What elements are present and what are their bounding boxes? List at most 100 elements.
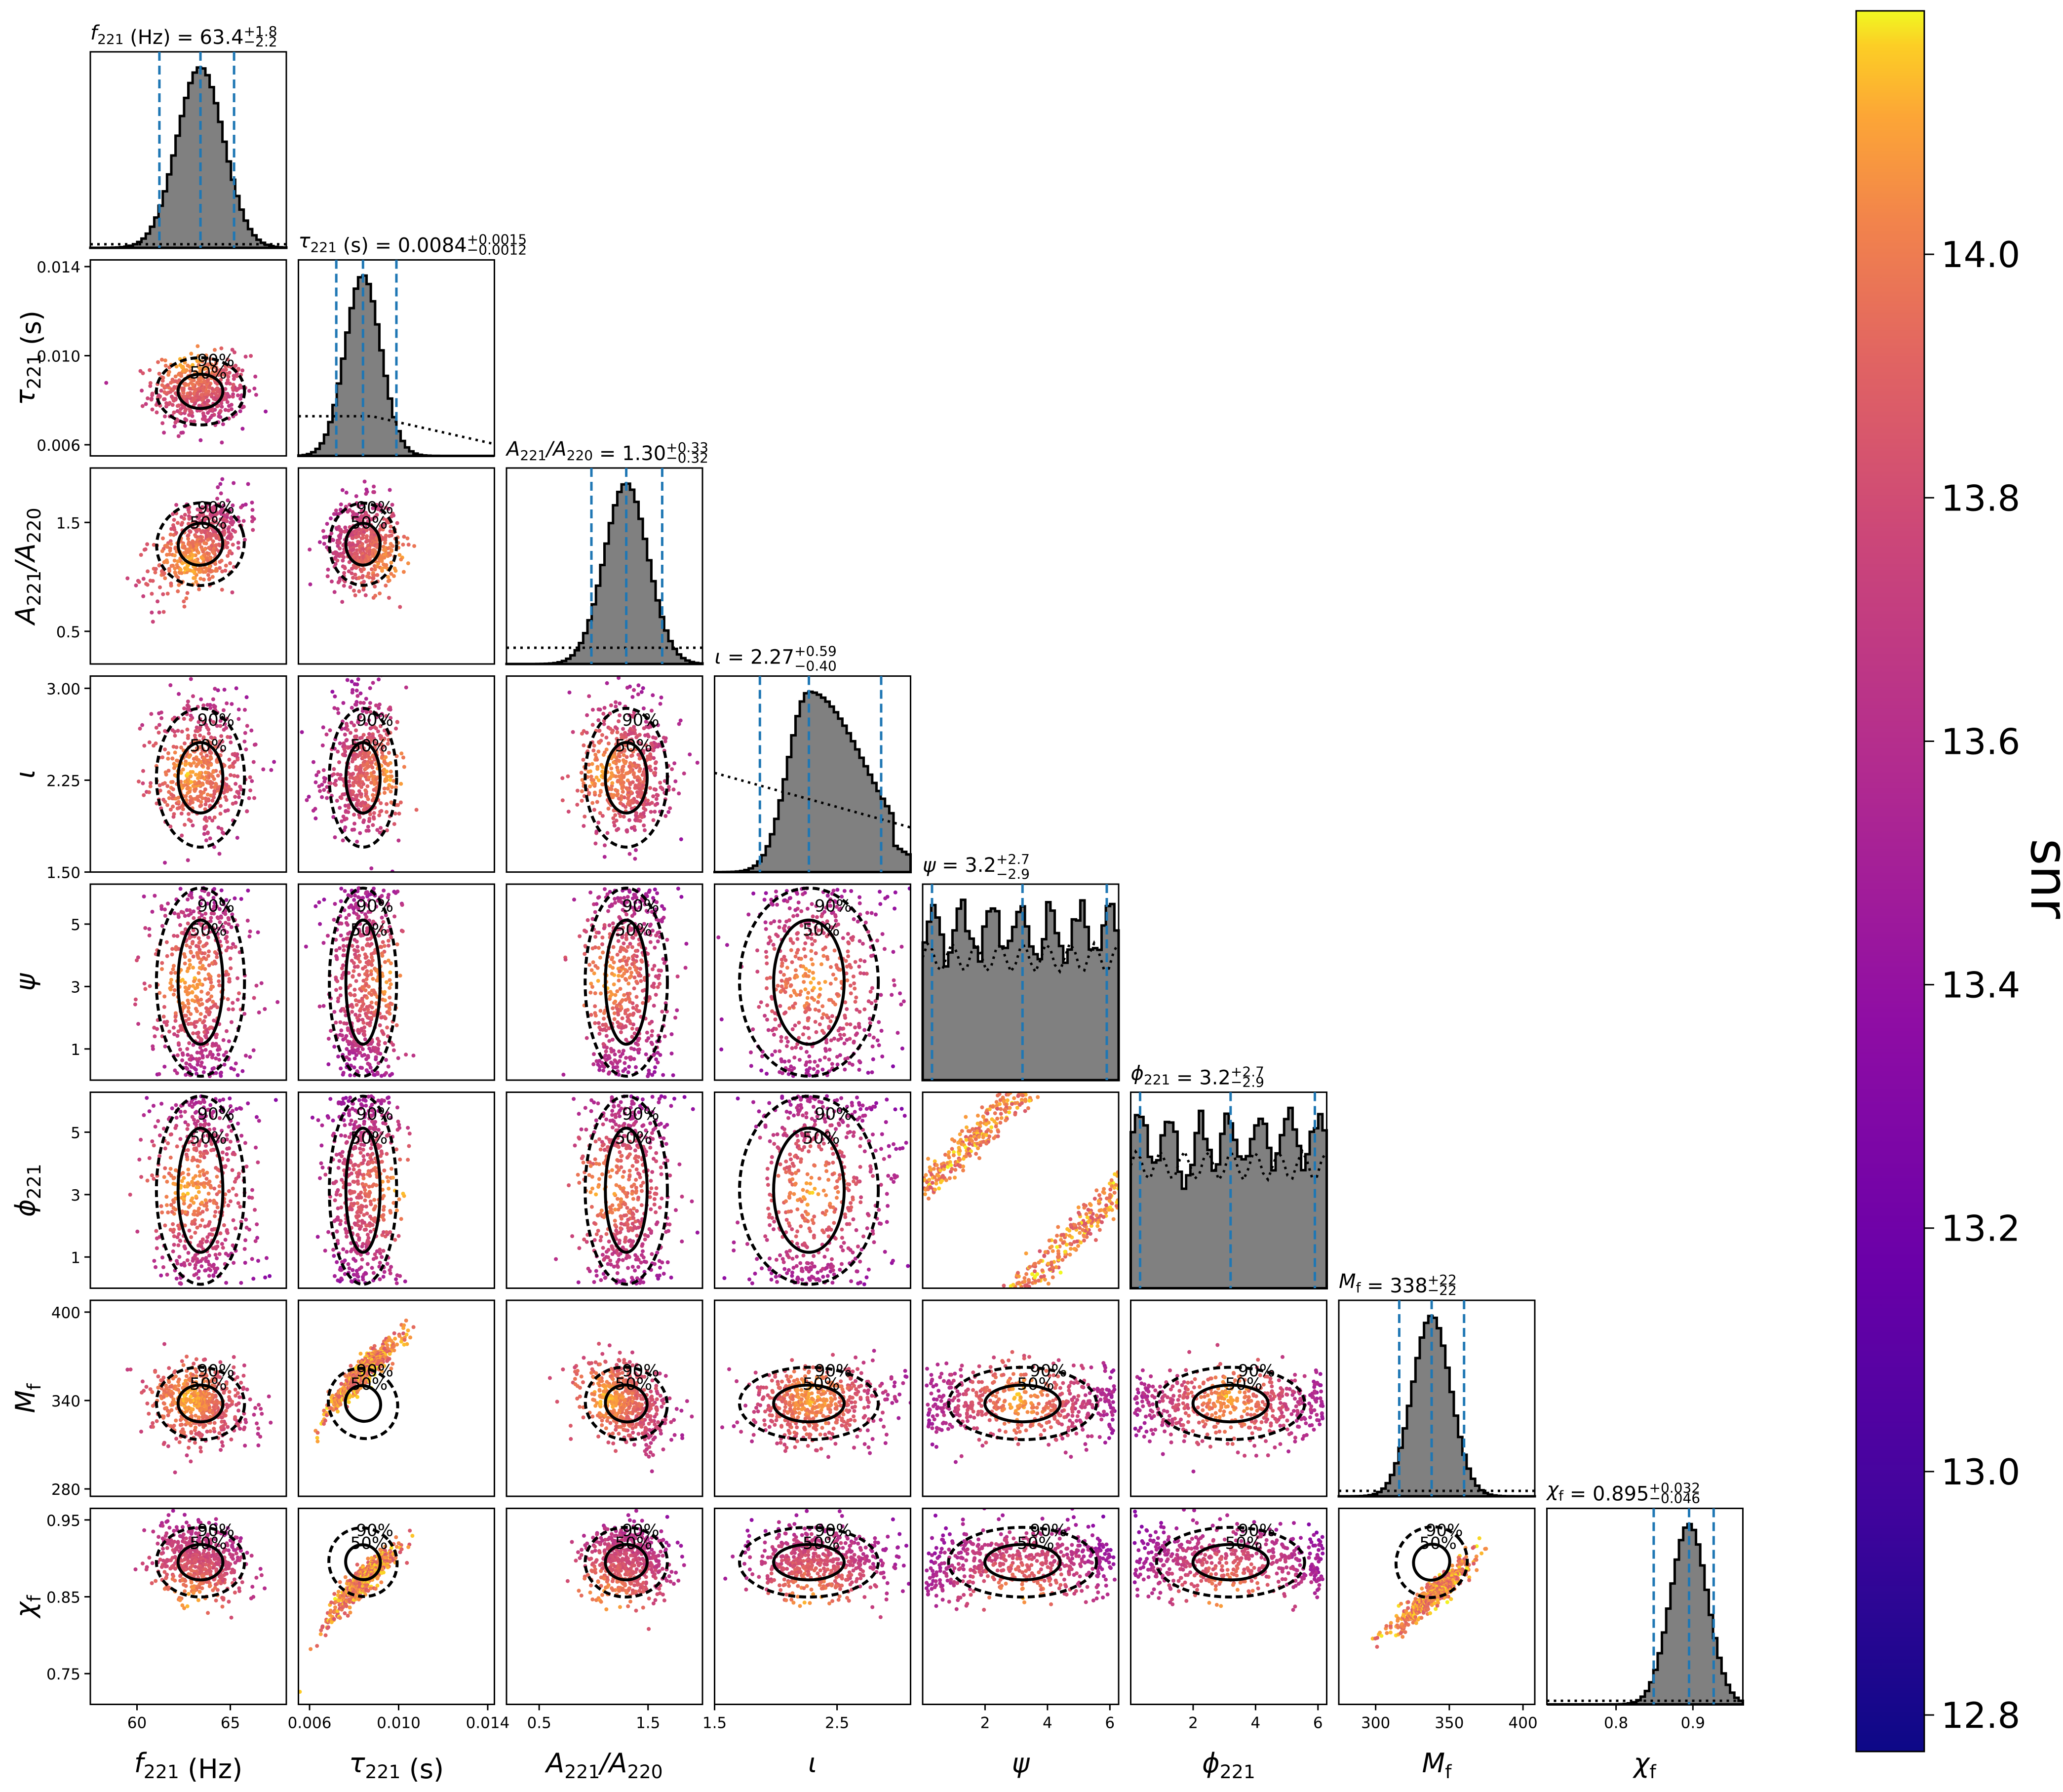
sample-point <box>388 488 392 492</box>
contour-label: 90% <box>356 896 393 916</box>
sample-point <box>311 760 315 764</box>
sample-point <box>880 1054 884 1058</box>
sample-point <box>248 1055 252 1059</box>
sample-point <box>591 946 595 950</box>
sample-point <box>651 967 655 971</box>
sample-point <box>354 979 358 983</box>
sample-point <box>359 792 363 796</box>
sample-point <box>212 789 216 793</box>
sample-point <box>181 430 185 434</box>
sample-point <box>168 401 172 405</box>
sample-point <box>602 1017 606 1021</box>
sample-point <box>351 975 355 979</box>
sample-point <box>654 974 658 978</box>
sample-point <box>264 410 268 414</box>
sample-point <box>313 817 317 820</box>
sample-point <box>336 1054 340 1058</box>
sample-point <box>136 955 140 959</box>
sample-point <box>650 1034 654 1038</box>
sample-point <box>257 1011 261 1014</box>
sample-point <box>230 925 234 929</box>
sample-point <box>662 907 666 911</box>
sample-point <box>324 535 328 539</box>
sample-point <box>597 741 601 745</box>
sample-point <box>371 977 375 981</box>
sample-point <box>166 751 170 755</box>
sample-point <box>234 1061 238 1065</box>
sample-point <box>605 681 609 685</box>
sample-point <box>649 810 653 814</box>
sample-point <box>227 530 231 534</box>
sample-point <box>352 723 356 727</box>
sample-point <box>578 935 582 938</box>
sample-point <box>648 1021 652 1025</box>
sample-point <box>218 560 222 564</box>
sample-point <box>352 969 356 973</box>
sample-point <box>162 610 166 614</box>
sample-point <box>631 1006 635 1010</box>
sample-point <box>624 1038 628 1042</box>
sample-point <box>596 749 600 753</box>
sample-point <box>125 577 129 581</box>
sample-point <box>216 916 220 920</box>
sample-point <box>677 791 681 795</box>
sample-point <box>248 776 252 779</box>
sample-point <box>372 811 376 815</box>
sample-point <box>598 793 602 797</box>
sample-point <box>615 727 619 731</box>
sample-point <box>227 918 231 922</box>
sample-point <box>134 584 138 587</box>
sample-point <box>176 729 180 733</box>
sample-point <box>220 889 224 893</box>
title-median: 0.895 <box>1593 1482 1649 1505</box>
sample-point <box>308 547 311 551</box>
sample-point <box>229 740 233 744</box>
sample-point <box>169 542 173 546</box>
sample-point <box>217 1058 221 1062</box>
sample-point <box>665 938 669 942</box>
sample-point <box>172 993 176 997</box>
sample-point <box>358 831 362 835</box>
sample-point <box>238 785 242 789</box>
sample-point <box>181 768 185 772</box>
sample-point <box>188 1063 192 1067</box>
sample-point <box>641 780 645 784</box>
sample-point <box>593 1011 597 1015</box>
sample-point <box>785 899 789 903</box>
scatter-panel-f221-iota: 90%50% <box>90 636 286 872</box>
diag-panel-ratio: A221/A220 = 1.30+0.33−0.32 <box>505 438 708 664</box>
sample-point <box>203 977 207 981</box>
sample-point <box>323 777 327 780</box>
title-minus: −2.9 <box>996 866 1030 882</box>
sample-point <box>208 816 212 820</box>
sample-point <box>343 733 347 737</box>
sample-point <box>764 891 768 895</box>
sample-point <box>166 901 170 905</box>
sample-point <box>338 741 342 745</box>
sample-point <box>609 767 613 771</box>
sample-point <box>894 891 897 895</box>
sample-point <box>336 707 340 711</box>
sample-point <box>263 1007 267 1011</box>
sample-point <box>325 796 329 800</box>
contour-label: 50% <box>350 736 388 756</box>
sample-point <box>604 1022 608 1026</box>
sample-point <box>218 482 222 486</box>
sample-point <box>329 516 333 520</box>
sample-point <box>389 778 392 782</box>
sample-point <box>778 1070 781 1074</box>
sample-point <box>173 988 177 992</box>
sample-point <box>189 351 193 355</box>
sample-point <box>178 923 182 927</box>
sample-point <box>272 760 276 764</box>
sample-point <box>320 783 324 787</box>
sample-point <box>231 543 235 546</box>
sample-point <box>590 985 594 989</box>
sample-point <box>378 591 382 595</box>
sample-point <box>186 858 190 862</box>
sample-point <box>163 576 167 580</box>
sample-point <box>628 852 632 856</box>
sample-point <box>663 1034 667 1038</box>
sample-point <box>663 740 667 743</box>
title-plus: +2.7 <box>996 851 1030 867</box>
